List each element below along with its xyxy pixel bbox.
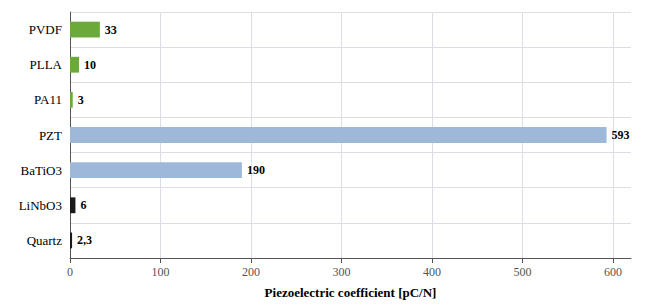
svg-text:PA11: PA11 — [34, 92, 62, 107]
svg-text:PVDF: PVDF — [29, 22, 62, 37]
svg-text:BaTiO3: BaTiO3 — [21, 163, 62, 178]
svg-text:400: 400 — [423, 265, 441, 279]
svg-text:593: 593 — [612, 128, 630, 142]
svg-text:190: 190 — [247, 163, 265, 177]
svg-text:33: 33 — [105, 23, 117, 37]
svg-text:500: 500 — [513, 265, 531, 279]
svg-text:3: 3 — [78, 93, 84, 107]
svg-text:10: 10 — [84, 58, 96, 72]
svg-text:LiNbO3: LiNbO3 — [19, 198, 62, 213]
svg-text:PZT: PZT — [39, 128, 62, 143]
svg-text:0: 0 — [67, 265, 73, 279]
svg-text:6: 6 — [80, 198, 86, 212]
svg-text:200: 200 — [242, 265, 260, 279]
svg-text:Piezoelectric coefficient [pC/: Piezoelectric coefficient [pC/N] — [265, 285, 437, 300]
svg-text:Quartz: Quartz — [27, 233, 63, 248]
svg-text:600: 600 — [604, 265, 622, 279]
svg-text:300: 300 — [332, 265, 350, 279]
svg-text:PLLA: PLLA — [30, 57, 63, 72]
svg-text:2,3: 2,3 — [77, 233, 92, 247]
svg-text:100: 100 — [151, 265, 169, 279]
